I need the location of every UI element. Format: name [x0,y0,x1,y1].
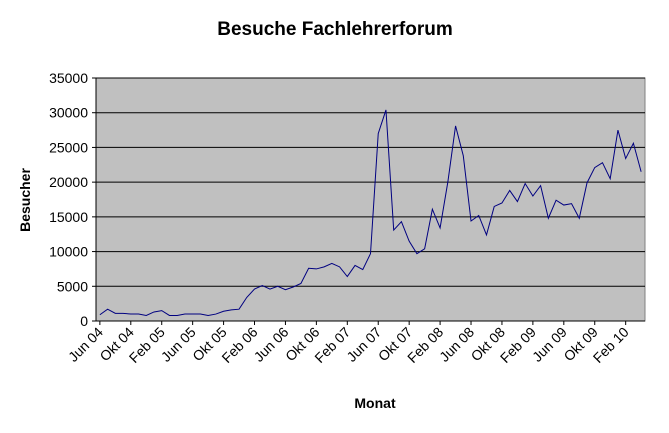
x-tick-label: Feb 10 [590,324,632,366]
y-tick-label: 20000 [49,174,88,190]
data-line [99,109,642,316]
chart-title: Besuche Fachlehrerforum [217,19,452,40]
y-tick-label: 30000 [49,105,88,121]
x-axis-label: Monat [354,395,396,411]
x-tick-label: Jun 09 [529,324,570,365]
y-axis-label: Besucher [17,168,33,232]
y-tick-label: 15000 [49,209,88,225]
plot-area [95,77,646,322]
x-tick-label: Jun 08 [436,324,477,365]
x-tick-label: Feb 08 [404,324,446,366]
x-tick-label: Feb 09 [497,324,539,366]
y-tick-label: 5000 [57,278,88,294]
x-tick-label: Jun 07 [343,324,384,365]
y-tick-label: 0 [80,313,88,329]
x-tick-label: Jun 04 [65,324,106,365]
x-tick-label: Jun 06 [251,324,292,365]
y-tick-label: 25000 [49,139,88,155]
x-tick-label: Feb 05 [126,324,168,366]
x-tick-label: Feb 07 [311,324,353,366]
y-tick-label: 35000 [49,70,88,86]
y-tick-label: 10000 [49,244,88,260]
x-tick-label: Feb 06 [218,324,260,366]
x-tick-label: Jun 05 [158,324,199,365]
